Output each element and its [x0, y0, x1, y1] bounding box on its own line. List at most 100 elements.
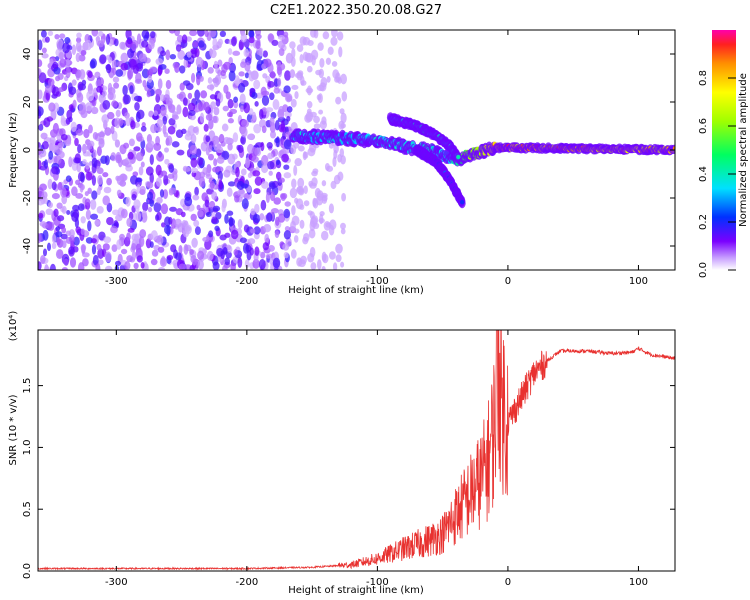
heatmap-cell-1487 [335, 96, 342, 105]
heatmap-cell-941 [133, 262, 139, 270]
heatmap-cell-1325 [163, 132, 169, 138]
heatmap-cell-563 [90, 199, 97, 210]
heatmap-cell-1219 [141, 40, 149, 48]
heatmap-cell-1378 [258, 258, 266, 270]
heatmap-cell-1346 [38, 89, 42, 100]
heatmap-cell-946 [38, 160, 42, 170]
heatmap-cell-413 [263, 224, 272, 233]
heatmap-cell-528 [155, 177, 162, 187]
heatmap-cell-1495 [289, 187, 298, 199]
heatmap-cell-823 [202, 236, 210, 242]
heatmap-cell-1520 [323, 220, 331, 231]
heatmap-cell-1234 [167, 173, 175, 179]
heatmap-cell-569 [59, 33, 66, 39]
heatmap-cell-1167 [38, 72, 47, 84]
heatmap-cell-1233 [94, 71, 101, 79]
heatmap-cell-306 [71, 186, 78, 197]
heatmap-cell-1030 [68, 156, 73, 168]
heatmap-cell-697 [80, 172, 85, 183]
heatmap-cell-681 [164, 147, 169, 153]
heatmap-cell-649 [189, 30, 198, 37]
heatmap-cell-1387 [55, 231, 63, 238]
colorbar-label: Normalized spectral amplitude [738, 73, 749, 227]
heatmap-cell-861 [133, 146, 141, 152]
heatmap-cell-751 [126, 48, 135, 59]
heatmap-cell-971 [85, 171, 93, 181]
heatmap-cell-512 [61, 226, 67, 234]
heatmap-cell-1264 [248, 30, 255, 38]
heatmap-cell-867 [189, 249, 194, 255]
heatmap-cell-1326 [48, 150, 54, 160]
heatmap-cell-1035 [127, 68, 134, 80]
heatmap-cell-769 [126, 255, 134, 263]
heatmap-cell-1376 [86, 90, 95, 102]
heatmap-cell-792 [76, 92, 84, 103]
heatmap-cell-1189 [115, 214, 123, 222]
x-tick-label: -100 [366, 276, 389, 287]
heatmap-cell-863 [66, 109, 73, 120]
heatmap-cell-1229 [216, 156, 225, 164]
heatmap-cell-1551 [306, 101, 313, 109]
heatmap-cell-1112 [138, 53, 147, 63]
heatmap-cell-965 [99, 54, 107, 64]
heatmap-cell-1254 [68, 86, 77, 95]
heatmap-cell-1312 [265, 253, 273, 259]
heatmap-cell-885 [47, 202, 54, 208]
heatmap-cell-1548 [338, 46, 343, 58]
heatmap-cell-1211 [102, 195, 110, 206]
heatmap-cell-1381 [140, 261, 145, 269]
heatmap-cell-1397 [236, 180, 245, 190]
heatmap-cell-1316 [263, 58, 272, 68]
heatmap-cell-205 [247, 172, 252, 179]
heatmap-cell-1043 [60, 233, 68, 240]
y-tick-label: 0 [22, 147, 33, 153]
heatmap-cell-725 [103, 186, 112, 194]
heatmap-cell-364 [162, 115, 168, 125]
heatmap-cell-1366 [43, 159, 49, 169]
heatmap-cell-893 [253, 226, 261, 235]
heatmap-cell-215 [69, 257, 77, 268]
heatmap-cell-1069 [233, 249, 238, 256]
heatmap-cell-1444 [294, 158, 302, 167]
heatmap-cell-1087 [203, 101, 210, 112]
heatmap-cell-924 [176, 149, 185, 156]
heatmap-cell-673 [149, 154, 154, 166]
heatmap-cell-1533 [327, 46, 334, 55]
heatmap-cell-1283 [227, 111, 233, 118]
x-tick-label: 100 [629, 276, 648, 287]
heatmap-cell-501 [194, 125, 200, 136]
heatmap-cell-1532 [293, 235, 299, 243]
heatmap-cell-1544 [319, 82, 327, 92]
heatmap-cell-1445 [297, 177, 305, 189]
heatmap-cell-1026 [135, 152, 144, 162]
heatmap-cell-1292 [233, 96, 239, 103]
heatmap-cell-952 [76, 32, 82, 39]
heatmap-cell-815 [275, 136, 280, 148]
heatmap-cell-1330 [197, 156, 203, 166]
heatmap-cell-618 [87, 220, 92, 232]
heatmap-cell-1515 [295, 198, 304, 210]
heatmap-cell-1022 [248, 36, 255, 44]
heatmap-cell-440 [267, 245, 275, 252]
heatmap-cell-1550 [322, 253, 329, 264]
heatmap-cell-523 [82, 143, 87, 154]
heatmap-cell-1001 [108, 56, 113, 64]
heatmap-cell-1172 [209, 180, 215, 189]
heatmap-cell-1301 [277, 77, 282, 87]
heatmap-cell-1466 [315, 195, 324, 206]
heatmap-cell-1386 [215, 98, 221, 107]
heatmap-cell-1256 [102, 99, 111, 110]
heatmap-cell-1010 [224, 232, 231, 238]
heatmap-cell-1279 [87, 71, 93, 78]
heatmap-cell-938 [265, 212, 273, 222]
heatmap-cell-1306 [159, 189, 165, 198]
heatmap-cell-1284 [255, 30, 261, 37]
heatmap-cell-995 [38, 212, 44, 219]
heatmap-cell-1539 [290, 56, 296, 68]
heatmap-cell-1278 [197, 259, 204, 270]
heatmap-cell-1545 [320, 230, 329, 241]
colorbar-tick-label: 0.0 [698, 262, 709, 278]
heatmap-cell-963 [136, 109, 145, 120]
heatmap-cell-1063 [59, 58, 67, 68]
